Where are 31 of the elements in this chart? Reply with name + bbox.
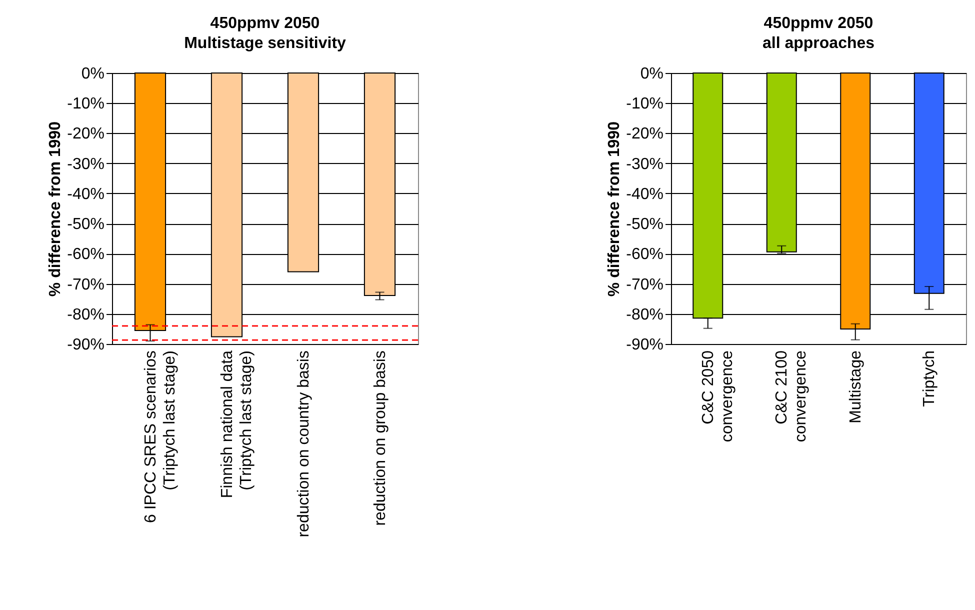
y-tick-label: -40% — [67, 186, 104, 203]
x-tick-label: C&C 2050 convergence — [700, 350, 736, 442]
y-tick-label: -90% — [67, 336, 104, 354]
y-axis-title: % difference from 1990 — [606, 121, 624, 297]
y-tick-label: -20% — [626, 126, 664, 143]
y-tick-label: -80% — [67, 306, 104, 324]
y-tick-label: -50% — [626, 216, 664, 234]
y-tick-label: -60% — [626, 246, 664, 264]
x-tick-label: Finnish national data (Triptych last stage) — [218, 350, 255, 498]
y-tick-label: 0% — [640, 66, 664, 82]
chart-title: 450ppmv 2050 Multistage sensitivity — [184, 15, 346, 52]
chart-title: 450ppmv 2050 all approaches — [762, 15, 875, 52]
x-tick-label: Multistage — [847, 350, 864, 424]
y-tick-label: -40% — [626, 186, 664, 203]
y-tick-label: -50% — [67, 216, 104, 234]
y-tick-label: -70% — [67, 276, 104, 294]
y-tick-label: -10% — [67, 96, 104, 113]
x-tick-label: reduction on country basis — [295, 350, 312, 538]
y-tick-label: -80% — [626, 306, 664, 324]
y-tick-label: -60% — [67, 246, 104, 264]
x-tick-label: reduction on group basis — [372, 350, 389, 526]
x-tick-label: Triptych — [921, 350, 938, 407]
x-tick-label: 6 IPCC SRES scenarios (Triptych last stage) — [142, 350, 178, 524]
y-tick-label: 0% — [81, 66, 104, 82]
y-axis-title: % difference from 1990 — [47, 121, 64, 297]
y-tick-label: -30% — [67, 156, 104, 173]
y-tick-label: -30% — [626, 156, 664, 173]
y-tick-label: -70% — [626, 276, 664, 294]
y-tick-label: -90% — [626, 336, 664, 354]
y-tick-label: -20% — [67, 126, 104, 143]
y-tick-label: -10% — [626, 96, 664, 113]
